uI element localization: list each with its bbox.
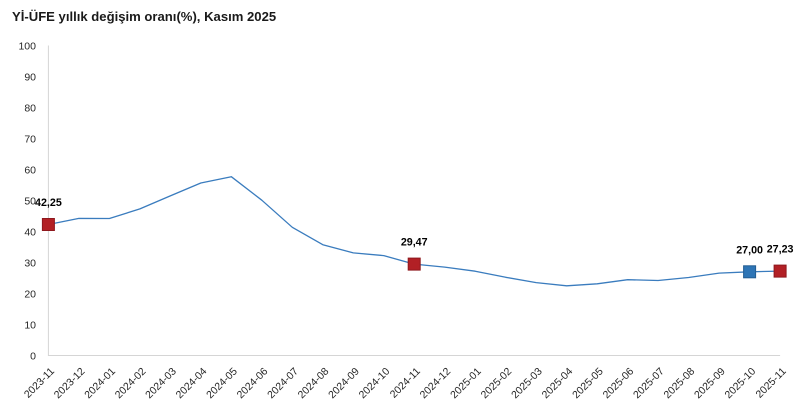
svg-text:0: 0 [30, 351, 36, 363]
svg-text:20: 20 [24, 289, 36, 301]
svg-text:42,25: 42,25 [35, 197, 62, 209]
svg-text:40: 40 [24, 227, 36, 239]
svg-text:27,00: 27,00 [736, 244, 763, 256]
svg-text:10: 10 [24, 320, 36, 332]
svg-text:30: 30 [24, 258, 36, 270]
svg-text:27,23: 27,23 [767, 244, 794, 256]
svg-text:29,47: 29,47 [401, 237, 428, 249]
svg-text:80: 80 [24, 103, 36, 115]
svg-text:90: 90 [24, 72, 36, 84]
svg-text:Yİ-ÜFE yıllık değişim oranı(%): Yİ-ÜFE yıllık değişim oranı(%), Kasım 20… [12, 9, 276, 24]
svg-text:100: 100 [18, 41, 36, 53]
svg-text:60: 60 [24, 165, 36, 177]
svg-text:70: 70 [24, 134, 36, 146]
svg-text:50: 50 [24, 196, 36, 208]
